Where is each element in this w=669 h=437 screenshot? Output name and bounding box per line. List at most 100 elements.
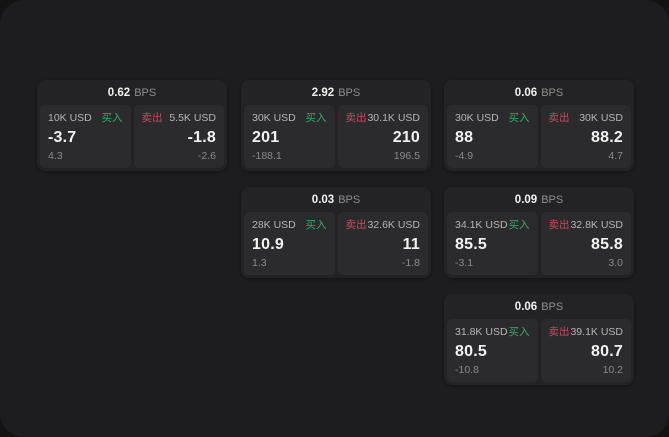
quote-panels: 30K USD 买入 201 -188.1 卖出 30.1K USD 210 1… <box>244 105 428 168</box>
sell-price: -1.8 <box>187 128 216 146</box>
bps-value: 0.62 <box>107 86 131 99</box>
sell-side-label: 卖出 <box>548 326 570 338</box>
sell-panel-top: 卖出 32.6K USD <box>346 219 421 231</box>
sell-panel[interactable]: 卖出 30.1K USD 210 196.5 <box>337 105 428 168</box>
sell-delta: 10.2 <box>602 364 623 376</box>
buy-panel[interactable]: 30K USD 买入 201 -188.1 <box>244 105 335 168</box>
quote-card-4: 0.03 BPS 28K USD 买入 10.9 1.3 卖出 32.6K US… <box>241 187 431 278</box>
buy-panel[interactable]: 34.1K USD 买入 85.5 -3.1 <box>447 212 538 275</box>
quote-panels: 34.1K USD 买入 85.5 -3.1 卖出 32.8K USD 85.8… <box>447 212 631 275</box>
bps-value: 0.06 <box>514 86 538 99</box>
card-header: 0.03 BPS <box>244 187 428 212</box>
quote-card-3: 0.06 BPS 30K USD 买入 88 -4.9 卖出 30K USD 8… <box>444 80 634 171</box>
sell-delta: 4.7 <box>608 150 623 162</box>
sell-panel-top: 卖出 30K USD <box>549 112 624 124</box>
sell-price: 80.7 <box>591 342 623 360</box>
buy-amount: 30K USD <box>252 112 296 124</box>
sell-panel-top: 卖出 32.8K USD <box>549 219 624 231</box>
sell-amount: 32.6K USD <box>367 219 420 231</box>
buy-side-label: 买入 <box>508 219 530 231</box>
bps-unit-label: BPS <box>338 193 361 206</box>
sell-price: 88.2 <box>591 128 623 146</box>
card-header: 2.92 BPS <box>244 80 428 105</box>
sell-delta: 196.5 <box>393 150 420 162</box>
buy-delta: -10.8 <box>455 364 479 376</box>
bps-unit-label: BPS <box>541 86 564 99</box>
sell-delta: 3.0 <box>608 257 623 269</box>
quote-panels: 10K USD 买入 -3.7 4.3 卖出 5.5K USD -1.8 -2.… <box>40 105 224 168</box>
sell-panel-top: 卖出 5.5K USD <box>142 112 217 124</box>
bps-unit-label: BPS <box>541 300 564 313</box>
sell-panel[interactable]: 卖出 32.8K USD 85.8 3.0 <box>540 212 631 275</box>
sell-amount: 30K USD <box>579 112 623 124</box>
quote-panels: 31.8K USD 买入 80.5 -10.8 卖出 39.1K USD 80.… <box>447 319 631 382</box>
buy-panel-top: 28K USD 买入 <box>252 219 327 231</box>
card-header: 0.09 BPS <box>447 187 631 212</box>
quote-panels: 28K USD 买入 10.9 1.3 卖出 32.6K USD 11 -1.8 <box>244 212 428 275</box>
buy-amount: 10K USD <box>48 112 92 124</box>
buy-panel-top: 30K USD 买入 <box>252 112 327 124</box>
sell-side-label: 卖出 <box>345 112 367 124</box>
buy-side-label: 买入 <box>508 326 530 338</box>
card-header: 0.06 BPS <box>447 294 631 319</box>
buy-amount: 34.1K USD <box>455 219 508 231</box>
buy-delta: 4.3 <box>48 150 63 162</box>
bps-value: 0.09 <box>514 193 538 206</box>
bps-unit-label: BPS <box>541 193 564 206</box>
quote-card-5: 0.09 BPS 34.1K USD 买入 85.5 -3.1 卖出 32.8K… <box>444 187 634 278</box>
buy-panel-top: 31.8K USD 买入 <box>455 326 530 338</box>
buy-side-label: 买入 <box>305 219 327 231</box>
bps-value: 2.92 <box>311 86 335 99</box>
quote-card-6: 0.06 BPS 31.8K USD 买入 80.5 -10.8 卖出 39.1… <box>444 294 634 385</box>
sell-side-label: 卖出 <box>345 219 367 231</box>
buy-delta: -4.9 <box>455 150 474 162</box>
buy-side-label: 买入 <box>305 112 327 124</box>
buy-price: 201 <box>252 128 280 146</box>
card-header: 0.06 BPS <box>447 80 631 105</box>
quote-panels: 30K USD 买入 88 -4.9 卖出 30K USD 88.2 4.7 <box>447 105 631 168</box>
buy-panel[interactable]: 31.8K USD 买入 80.5 -10.8 <box>447 319 538 382</box>
buy-delta: -3.1 <box>455 257 474 269</box>
sell-panel[interactable]: 卖出 39.1K USD 80.7 10.2 <box>540 319 631 382</box>
sell-delta: -1.8 <box>401 257 420 269</box>
sell-panel[interactable]: 卖出 30K USD 88.2 4.7 <box>540 105 631 168</box>
sell-panel[interactable]: 卖出 32.6K USD 11 -1.8 <box>337 212 428 275</box>
buy-panel-top: 34.1K USD 买入 <box>455 219 530 231</box>
sell-delta: -2.6 <box>197 150 216 162</box>
quote-card-1: 0.62 BPS 10K USD 买入 -3.7 4.3 卖出 5.5K USD… <box>37 80 227 171</box>
buy-panel[interactable]: 28K USD 买入 10.9 1.3 <box>244 212 335 275</box>
sell-side-label: 卖出 <box>141 112 163 124</box>
sell-price: 11 <box>402 235 420 253</box>
buy-price: 80.5 <box>455 342 487 360</box>
bps-value: 0.06 <box>514 300 538 313</box>
buy-side-label: 买入 <box>101 112 123 124</box>
buy-amount: 31.8K USD <box>455 326 508 338</box>
buy-panel[interactable]: 30K USD 买入 88 -4.9 <box>447 105 538 168</box>
buy-amount: 30K USD <box>455 112 499 124</box>
buy-side-label: 买入 <box>508 112 530 124</box>
bps-unit-label: BPS <box>338 86 361 99</box>
buy-price: 85.5 <box>455 235 487 253</box>
buy-price: -3.7 <box>48 128 77 146</box>
sell-panel-top: 卖出 39.1K USD <box>549 326 624 338</box>
quote-card-2: 2.92 BPS 30K USD 买入 201 -188.1 卖出 30.1K … <box>241 80 431 171</box>
buy-panel-top: 10K USD 买入 <box>48 112 123 124</box>
sell-price: 85.8 <box>591 235 623 253</box>
sell-panel[interactable]: 卖出 5.5K USD -1.8 -2.6 <box>133 105 224 168</box>
buy-delta: -188.1 <box>252 150 282 162</box>
card-header: 0.62 BPS <box>40 80 224 105</box>
buy-amount: 28K USD <box>252 219 296 231</box>
buy-panel[interactable]: 10K USD 买入 -3.7 4.3 <box>40 105 131 168</box>
sell-side-label: 卖出 <box>548 219 570 231</box>
bps-unit-label: BPS <box>134 86 157 99</box>
sell-side-label: 卖出 <box>548 112 570 124</box>
buy-panel-top: 30K USD 买入 <box>455 112 530 124</box>
sell-amount: 39.1K USD <box>570 326 623 338</box>
sell-amount: 5.5K USD <box>169 112 216 124</box>
buy-price: 88 <box>455 128 474 146</box>
sell-panel-top: 卖出 30.1K USD <box>346 112 421 124</box>
sell-amount: 30.1K USD <box>367 112 420 124</box>
sell-price: 210 <box>392 128 420 146</box>
buy-price: 10.9 <box>252 235 284 253</box>
